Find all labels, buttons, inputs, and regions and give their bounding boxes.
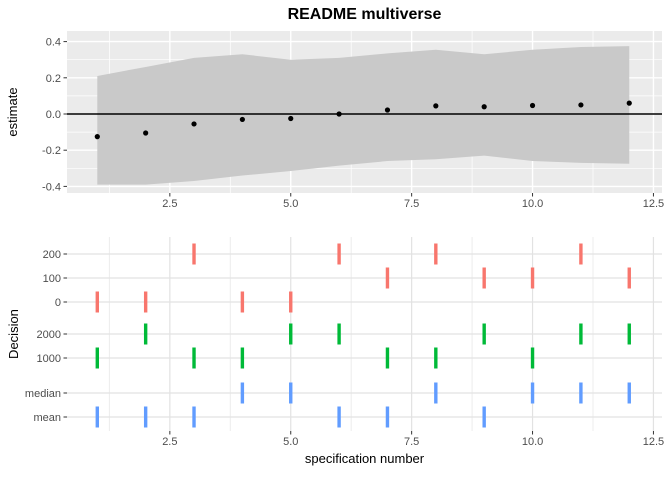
estimate-point bbox=[336, 111, 342, 117]
y-tick-label: 0 bbox=[55, 297, 61, 309]
y-tick-label: 100 bbox=[43, 273, 61, 285]
estimate-points bbox=[94, 100, 632, 140]
estimate-point bbox=[578, 102, 584, 108]
x-tick-label: 10.0 bbox=[522, 198, 543, 210]
estimate-point bbox=[384, 107, 391, 113]
estimate-point bbox=[288, 115, 294, 122]
decision-tick-green bbox=[530, 347, 535, 369]
y-tick-label: 1000 bbox=[37, 353, 61, 365]
y-tick-label: 200 bbox=[43, 249, 61, 261]
decision-tick-blue bbox=[192, 406, 196, 428]
estimate-axis-title: estimate bbox=[5, 87, 20, 137]
estimate-point bbox=[626, 100, 632, 106]
decision-tick-blue bbox=[530, 382, 535, 404]
decision-tick-red bbox=[289, 291, 293, 313]
decision-tick-red bbox=[95, 291, 99, 313]
y-tick-label: median bbox=[25, 388, 61, 400]
decision-tick-red bbox=[337, 243, 341, 265]
bottom-gridlines bbox=[67, 237, 662, 431]
y-tick-label: 2000 bbox=[37, 329, 61, 341]
decision-tick-green bbox=[143, 323, 148, 345]
decision-tick-blue bbox=[143, 406, 148, 428]
decision-tick-green bbox=[95, 347, 99, 369]
decision-tick-blue bbox=[95, 406, 99, 428]
x-tick-label: 10.0 bbox=[522, 436, 543, 448]
decision-tick-red bbox=[530, 267, 535, 289]
plot-title: README multiverse bbox=[287, 6, 442, 23]
confidence-ribbon bbox=[97, 46, 630, 185]
decision-tick-blue bbox=[385, 406, 390, 428]
decision-tick-green bbox=[482, 323, 486, 345]
x-tick-label: 2.5 bbox=[162, 436, 177, 448]
x-tick-label: 12.5 bbox=[643, 436, 664, 448]
decision-tick-red bbox=[627, 267, 631, 289]
x-tick-label: 5.0 bbox=[283, 436, 298, 448]
decision-axis-title: Decision bbox=[6, 309, 21, 359]
estimate-point bbox=[143, 130, 149, 136]
decision-tick-red bbox=[192, 243, 196, 265]
y-tick-label: 0.0 bbox=[46, 109, 61, 121]
decision-tick-blue bbox=[289, 382, 293, 404]
top-axis: 0.4 0.2 0.0 -0.2 -0.4 2.5 5.0 7.5 10.0 12.5 bbox=[42, 37, 664, 210]
decision-tick-green bbox=[385, 347, 390, 369]
y-tick-label: 0.2 bbox=[46, 73, 61, 85]
x-tick-label: 12.5 bbox=[643, 198, 664, 210]
y-tick-label: -0.4 bbox=[42, 181, 61, 193]
decision-tick-red bbox=[434, 243, 438, 265]
decision-tick-red bbox=[579, 243, 583, 265]
decision-tick-blue bbox=[579, 382, 583, 404]
decision-tick-blue bbox=[337, 406, 341, 428]
decision-tick-red bbox=[482, 267, 486, 289]
decision-tick-green bbox=[337, 323, 341, 345]
x-tick-label: 2.5 bbox=[162, 198, 177, 210]
x-tick-label: 7.5 bbox=[404, 198, 419, 210]
estimate-point bbox=[239, 116, 245, 123]
x-tick-label: 7.5 bbox=[404, 436, 419, 448]
decision-tick-blue bbox=[627, 382, 631, 404]
estimate-point bbox=[529, 102, 536, 109]
decision-tick-red bbox=[240, 291, 245, 313]
y-tick-label: mean bbox=[33, 412, 61, 424]
estimate-point bbox=[94, 134, 100, 140]
decision-tick-blue bbox=[240, 382, 245, 404]
decision-tick-green bbox=[434, 347, 438, 369]
decision-tick-red bbox=[385, 267, 390, 289]
decision-ticks bbox=[95, 243, 631, 428]
decision-tick-green bbox=[289, 323, 293, 345]
decision-tick-green bbox=[627, 323, 631, 345]
decision-tick-green bbox=[240, 347, 245, 369]
decision-tick-green bbox=[192, 347, 196, 369]
y-tick-label: -0.2 bbox=[42, 145, 61, 157]
decision-tick-blue bbox=[434, 382, 438, 404]
estimate-point bbox=[481, 104, 487, 110]
y-tick-label: 0.4 bbox=[46, 37, 61, 49]
estimate-point bbox=[191, 121, 197, 127]
decision-tick-blue bbox=[482, 406, 486, 428]
estimate-point bbox=[433, 103, 439, 109]
decision-tick-red bbox=[143, 291, 148, 313]
x-axis-title: specification number bbox=[304, 451, 425, 466]
x-tick-label: 5.0 bbox=[283, 198, 298, 210]
decision-tick-green bbox=[579, 323, 583, 345]
